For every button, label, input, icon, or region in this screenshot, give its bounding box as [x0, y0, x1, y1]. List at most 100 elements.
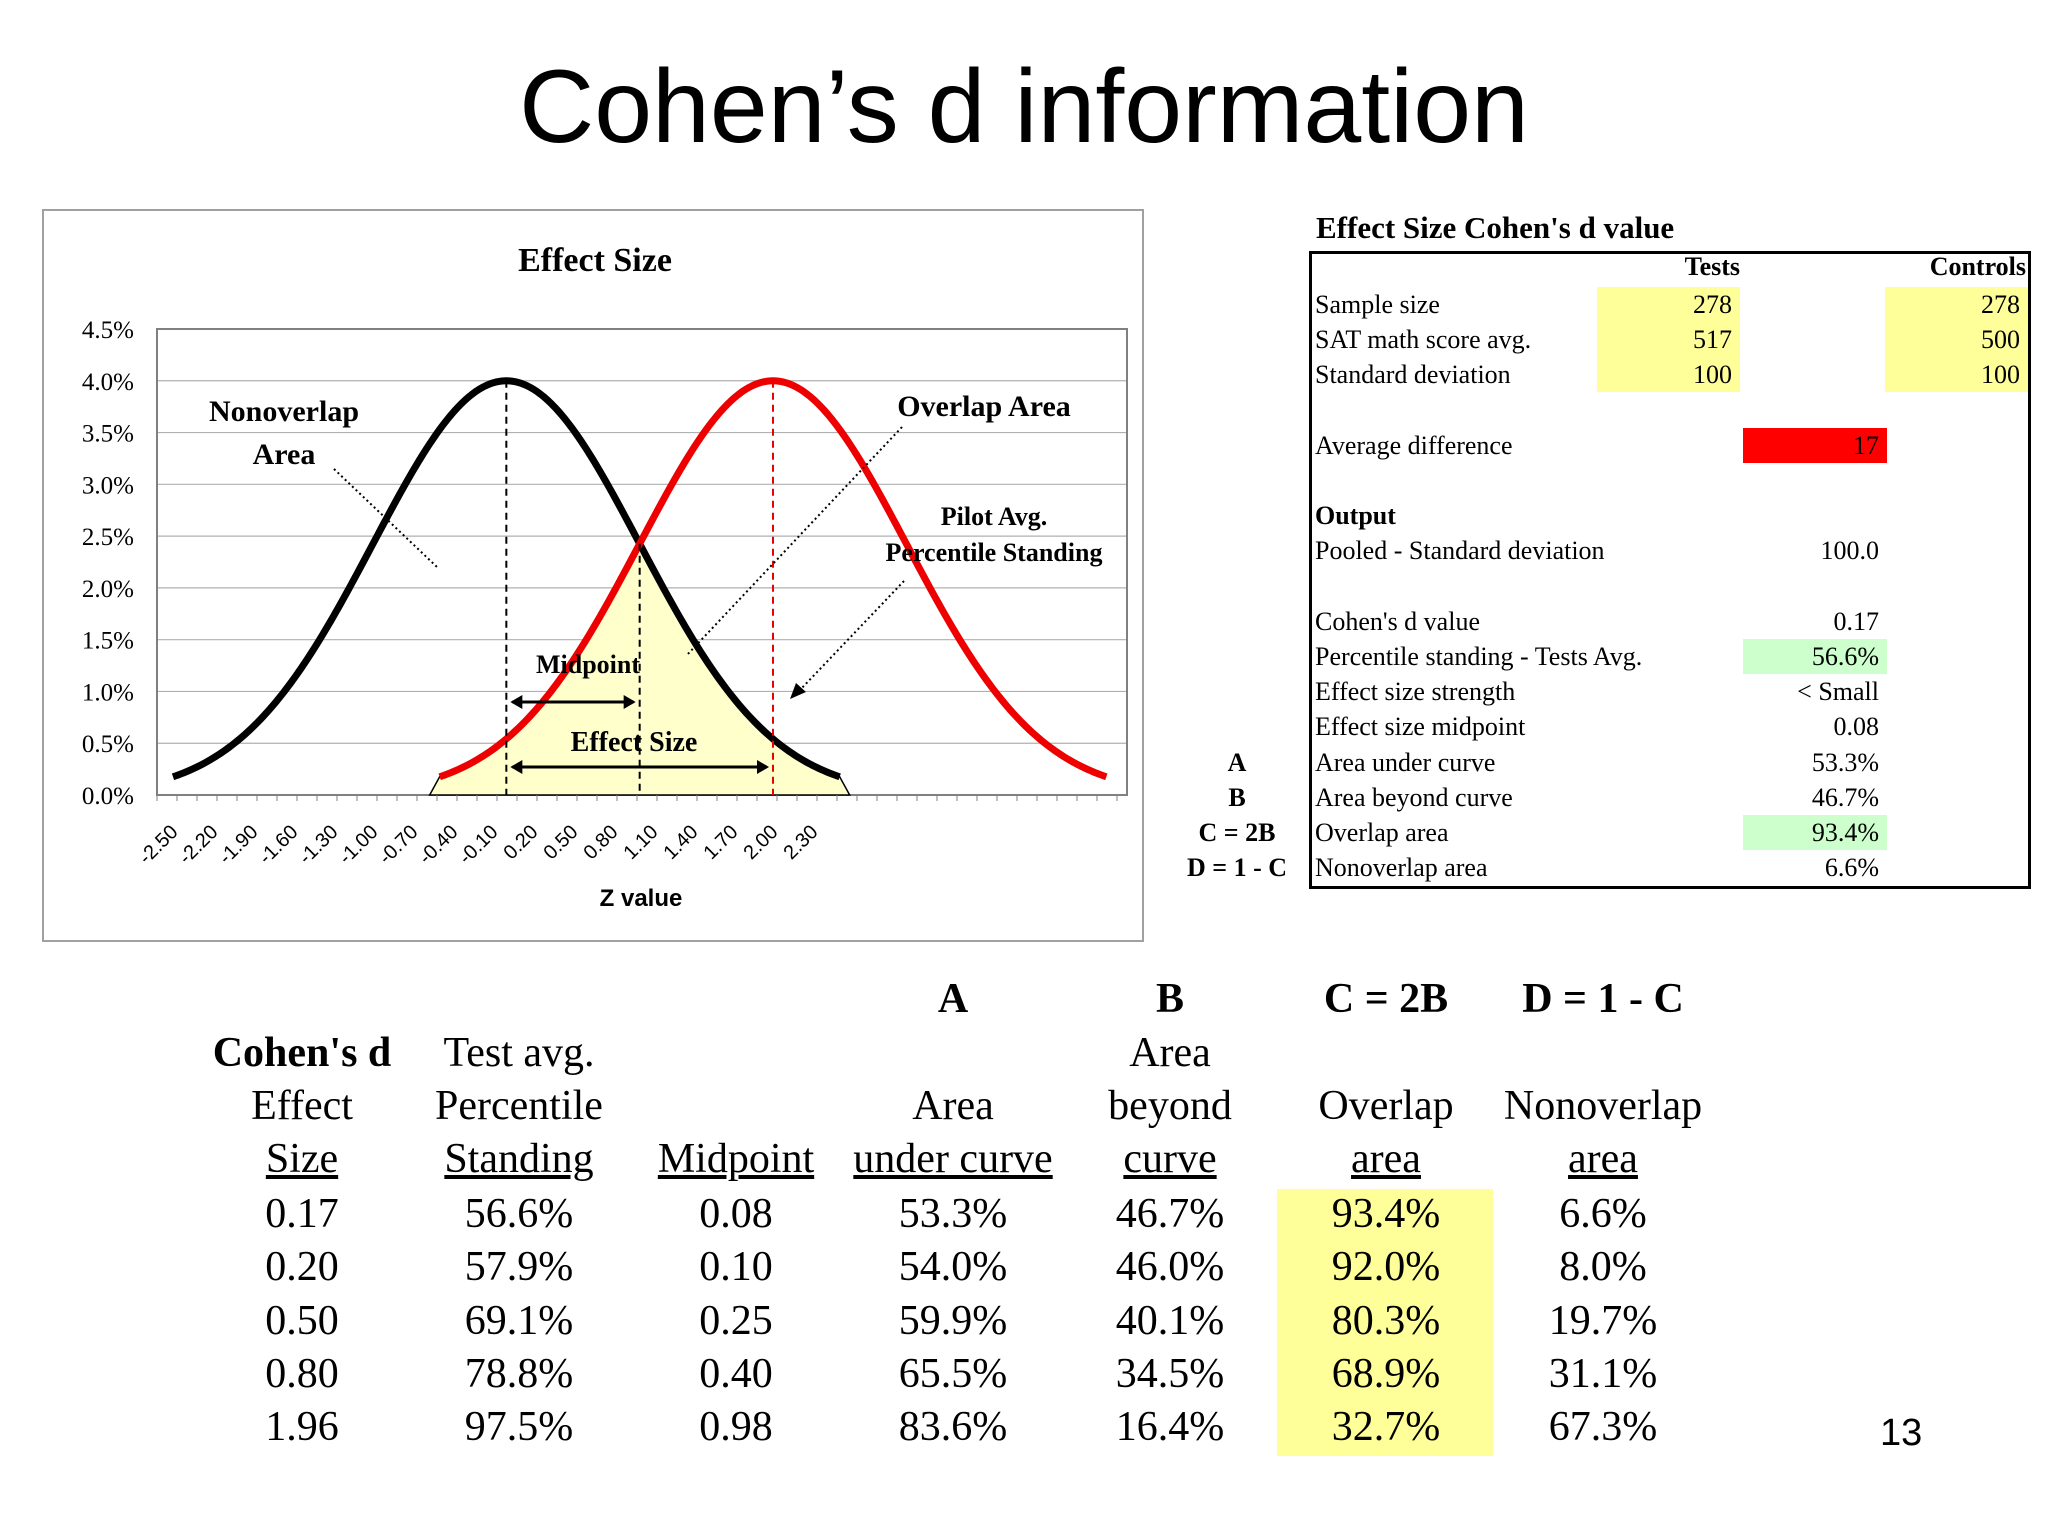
- x-tick-label: 2.30: [779, 821, 822, 864]
- pooled-label: Pooled - Standard deviation: [1315, 536, 1605, 566]
- table-cell: 0.17: [265, 1191, 339, 1237]
- avg-diff-value: 17: [1743, 427, 1887, 463]
- controls-value: 278: [1885, 287, 2028, 322]
- midpoint-arrowhead: [510, 695, 523, 709]
- table-cell: 0.10: [699, 1244, 773, 1291]
- y-tick-label: 2.0%: [82, 576, 134, 603]
- y-tick-label: 3.0%: [82, 472, 134, 499]
- summary-box: [1309, 251, 2031, 889]
- x-tick-label: 1.40: [659, 821, 702, 864]
- y-tick-label: 0.0%: [82, 783, 134, 810]
- page-number: 13: [1880, 1412, 1923, 1454]
- table-cell: 68.9%: [1331, 1350, 1441, 1397]
- table-cell: 59.9%: [898, 1297, 1008, 1344]
- pilot-arrowhead: [790, 683, 806, 699]
- formula-label: A: [1227, 747, 1247, 777]
- x-tick-label: -1.90: [215, 821, 263, 869]
- output-row-value: 56.6%: [1743, 639, 1887, 674]
- table-cell: 6.6%: [1559, 1191, 1647, 1237]
- table-cell: 56.6%: [464, 1191, 574, 1237]
- nonoverlap-label: Area: [253, 438, 316, 471]
- table-cell: 92.0%: [1331, 1244, 1441, 1291]
- y-tick-label: 1.0%: [82, 679, 134, 706]
- y-tick-label: 3.5%: [82, 421, 134, 448]
- column-header: Size: [265, 1136, 339, 1182]
- summary-label: Sample size: [1315, 290, 1440, 319]
- chart-title: Effect Size: [518, 242, 672, 279]
- output-row-label: Cohen's d value: [1315, 606, 1480, 636]
- output-row-label: Nonoverlap area: [1315, 853, 1488, 883]
- y-tick-label: 1.5%: [82, 628, 134, 655]
- table-cell: 1.96: [265, 1404, 339, 1451]
- table-cell: 31.1%: [1548, 1350, 1658, 1397]
- output-row-value: < Small: [1797, 677, 1879, 707]
- summary-label: SAT math score avg.: [1315, 325, 1532, 355]
- overlap-highlight: [1277, 1189, 1493, 1456]
- column-header: area: [1351, 1136, 1421, 1182]
- x-tick-label: 0.20: [499, 821, 542, 864]
- output-row-value: 0.17: [1833, 606, 1880, 636]
- x-tick-label: -1.00: [335, 821, 383, 869]
- column-header: area: [1568, 1136, 1638, 1182]
- table-cell: 83.6%: [898, 1404, 1008, 1451]
- x-tick-label: -2.20: [175, 821, 223, 869]
- table-cell: 0.80: [265, 1350, 339, 1397]
- formula-label: B: [1228, 782, 1246, 812]
- table-cell: 57.9%: [464, 1244, 574, 1291]
- midpoint-arrowhead: [623, 695, 636, 709]
- table-cell: 69.1%: [464, 1297, 574, 1344]
- nonoverlap-leader: [333, 468, 438, 568]
- table-cell: 46.0%: [1115, 1244, 1225, 1291]
- controls-value: 100: [1885, 357, 2028, 393]
- chart-svg: 0.0% 0.5% 1.0% 1.5% 2.0% 2.5% 3.0% 3.5% 4.0% 4.5%…: [82, 242, 1128, 912]
- table-cell: 0.08: [699, 1191, 773, 1237]
- x-tick-label: 1.70: [699, 821, 742, 864]
- output-row-value: 53.3%: [1811, 747, 1879, 777]
- output-row-value: 6.6%: [1824, 853, 1879, 883]
- column-letter: B: [1155, 976, 1184, 1022]
- col-controls-header: Controls: [1929, 252, 2026, 281]
- output-row-label: Percentile standing - Tests Avg.: [1315, 642, 1643, 671]
- table-cell: 65.5%: [898, 1350, 1008, 1397]
- table-cell: 34.5%: [1115, 1350, 1225, 1397]
- output-row-label: Area under curve: [1315, 747, 1496, 777]
- table-cell: 80.3%: [1331, 1297, 1441, 1344]
- summary-label: Standard deviation: [1315, 360, 1511, 390]
- output-row-value: 93.4%: [1743, 815, 1887, 850]
- table-cell: 32.7%: [1331, 1404, 1441, 1451]
- overlap-label: Overlap Area: [897, 390, 1071, 423]
- column-letter: D = 1 - C: [1522, 976, 1684, 1022]
- table-cell: 78.8%: [464, 1350, 574, 1397]
- formula-label: C = 2B: [1198, 818, 1276, 847]
- column-header: Cohen's d: [212, 1030, 392, 1076]
- nonoverlap-label: Nonoverlap: [209, 395, 359, 428]
- column-header: Effect: [251, 1083, 353, 1129]
- x-axis-label: Z value: [600, 885, 683, 912]
- tests-value: 517: [1597, 322, 1740, 358]
- tests-value: 278: [1597, 287, 1740, 322]
- table-cell: 54.0%: [898, 1244, 1008, 1291]
- column-letter: A: [937, 976, 969, 1022]
- table-cell: 97.5%: [464, 1404, 574, 1451]
- table-cell: 0.20: [265, 1244, 339, 1291]
- x-tick-label: -0.40: [415, 821, 463, 869]
- table-cell: 19.7%: [1548, 1297, 1658, 1344]
- table-cell: 0.40: [699, 1350, 773, 1397]
- table-cell: 53.3%: [898, 1191, 1008, 1237]
- pooled-value: 100.0: [1820, 536, 1880, 566]
- table-cell: 40.1%: [1115, 1297, 1225, 1344]
- table-cell: 93.4%: [1331, 1191, 1441, 1237]
- table-cell: 0.98: [699, 1404, 773, 1451]
- y-tick-label: 0.5%: [82, 731, 134, 758]
- tests-value: 100: [1597, 357, 1740, 393]
- x-tick-label: 0.50: [539, 821, 582, 864]
- column-header: Test avg.: [443, 1030, 595, 1076]
- col-tests-header: Tests: [1684, 252, 1740, 281]
- output-row-label: Effect size midpoint: [1315, 712, 1526, 742]
- x-tick-label: -1.60: [255, 821, 303, 869]
- effect-size-label: Effect Size: [571, 727, 698, 758]
- table-cell: 0.25: [699, 1297, 773, 1344]
- table-cell: 46.7%: [1115, 1191, 1225, 1237]
- pilot-label: Percentile Standing: [886, 538, 1103, 567]
- x-tick-label: -0.70: [375, 821, 423, 869]
